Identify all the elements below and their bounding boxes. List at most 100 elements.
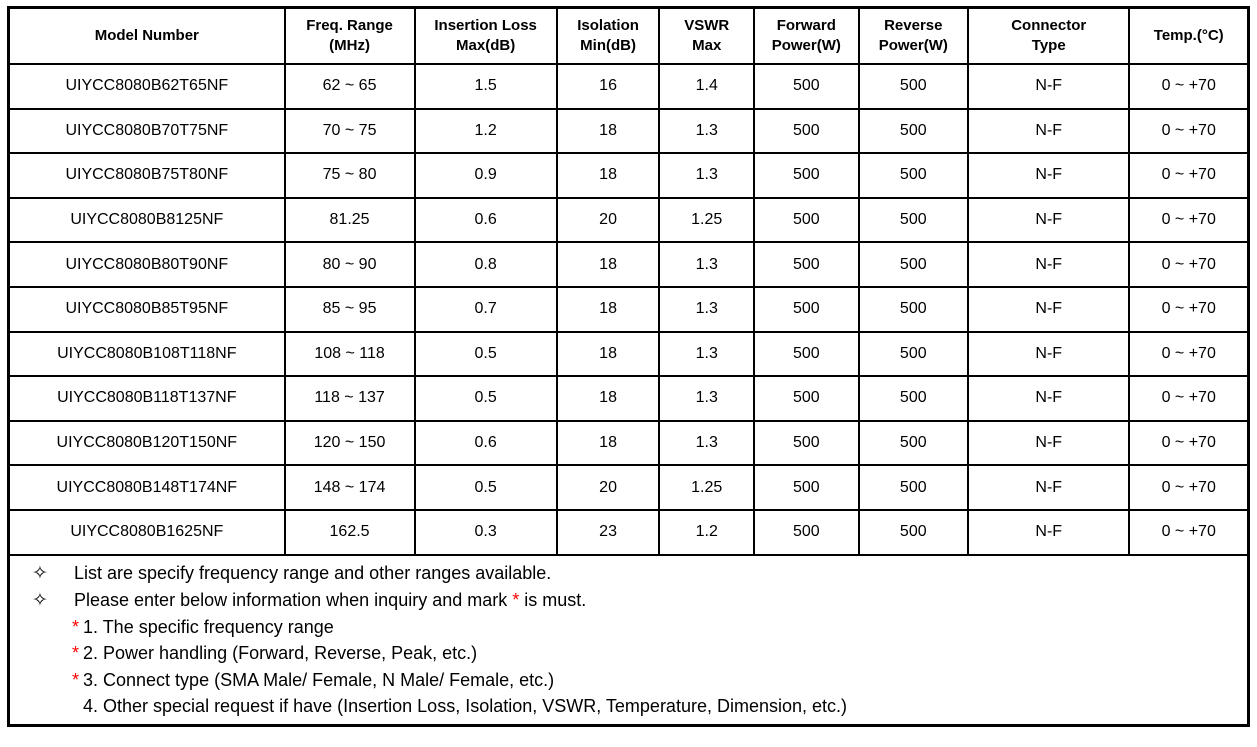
table-header: Model Number Freq. Range (MHz) Insertion L… — [10, 9, 1247, 65]
table-cell: 18 — [555, 107, 661, 155]
table-row: UIYCC8080B1625NF 162.5 0.3 23 1.2 500 500 N-F 0 … — [10, 508, 1247, 556]
note-item-line: 4. Other special request if have (Insert… — [10, 693, 1239, 719]
required-star: * — [512, 589, 520, 610]
column-header: Freq. Range (MHz) — [283, 9, 416, 65]
note-text: Please enter below information when inqu… — [74, 589, 513, 610]
table-cell: 0 ~ +70 — [1128, 241, 1247, 288]
datasheet-panel: Model Number Freq. Range (MHz) Insertion L… — [7, 6, 1250, 728]
table-cell: 0 ~ +70 — [1128, 196, 1247, 244]
table-row: UIYCC8080B62T65NF 62 ~ 65 1.5 16 1.4 500 500 N-… — [10, 63, 1247, 110]
table-cell: 0 ~ +70 — [1128, 375, 1247, 422]
table-cell: 0.7 — [413, 285, 558, 333]
column-header: Insertion Loss Max(dB) — [413, 9, 558, 65]
table-cell: N-F — [967, 152, 1131, 199]
table-cell: 0.5 — [413, 464, 558, 511]
table-cell: 500 — [857, 464, 970, 511]
table-cell: 500 — [753, 152, 860, 199]
table-cell: 108 ~ 118 — [283, 330, 416, 378]
table-row: UIYCC8080B85T95NF 85 ~ 95 0.7 18 1.3 500 500 N-… — [10, 285, 1247, 333]
spec-table: Model Number Freq. Range (MHz) Insertion L… — [10, 9, 1247, 556]
table-cell: 500 — [753, 241, 860, 288]
note-bullet-line: ✧ Please enter below information when inq… — [10, 587, 1239, 614]
note-item-line: * 2. Power handling (Forward, Reverse, Pe… — [10, 640, 1239, 666]
table-cell: 1.25 — [658, 196, 756, 244]
table-cell: 500 — [857, 375, 970, 422]
table-cell: 1.25 — [658, 464, 756, 511]
table-cell: 1.3 — [658, 330, 756, 378]
note-text: 1. The specific frequency range — [83, 617, 334, 638]
table-cell: N-F — [967, 375, 1131, 422]
table-cell: 18 — [555, 285, 661, 333]
column-header: Model Number — [10, 9, 286, 65]
table-cell: 500 — [857, 508, 970, 556]
table-cell: 0.9 — [413, 152, 558, 199]
table-cell: 500 — [753, 330, 860, 378]
table-cell: 85 ~ 95 — [283, 285, 416, 333]
table-cell: UIYCC8080B80T90NF — [10, 241, 286, 288]
table-row: UIYCC8080B70T75NF 70 ~ 75 1.2 18 1.3 500 500 N-… — [10, 107, 1247, 155]
table-cell: 500 — [753, 63, 860, 110]
table-cell: 148 ~ 174 — [283, 464, 416, 511]
table-cell: N-F — [967, 508, 1131, 556]
table-row: UIYCC8080B148T174NF 148 ~ 174 0.5 20 1.25 500… — [10, 464, 1247, 511]
table-cell: 0 ~ +70 — [1128, 63, 1247, 110]
table-cell: 1.3 — [658, 375, 756, 422]
required-star: * — [72, 617, 80, 638]
required-star: * — [72, 643, 80, 664]
column-header: Isolation Min(dB) — [555, 9, 661, 65]
table-cell: 0 ~ +70 — [1128, 508, 1247, 556]
table-cell: N-F — [967, 419, 1131, 467]
table-row: UIYCC8080B80T90NF 80 ~ 90 0.8 18 1.3 500 500 N-… — [10, 241, 1247, 288]
table-cell: 162.5 — [283, 508, 416, 556]
table-cell: 500 — [753, 107, 860, 155]
table-cell: 62 ~ 65 — [283, 63, 416, 110]
column-header: Reverse Power(W) — [857, 9, 970, 65]
table-cell: 0 ~ +70 — [1128, 330, 1247, 378]
table-cell: 18 — [555, 419, 661, 467]
column-header: Temp.(°C) — [1128, 9, 1247, 65]
table-cell: 1.3 — [658, 152, 756, 199]
table-cell: 1.5 — [413, 63, 558, 110]
note-text: 4. Other special request if have (Insert… — [83, 696, 848, 717]
table-cell: UIYCC8080B108T118NF — [10, 330, 286, 378]
table-cell: 1.3 — [658, 241, 756, 288]
table-cell: 500 — [857, 63, 970, 110]
table-cell: N-F — [967, 330, 1131, 378]
diamond-bullet-icon: ✧ — [32, 562, 48, 584]
table-cell: 500 — [857, 196, 970, 244]
note-text: 2. Power handling (Forward, Reverse, Pea… — [83, 643, 478, 664]
table-cell: 0 ~ +70 — [1128, 152, 1247, 199]
table-cell: 0 ~ +70 — [1128, 285, 1247, 333]
table-cell: 0.8 — [413, 241, 558, 288]
table-cell: 75 ~ 80 — [283, 152, 416, 199]
table-header-row: Model Number Freq. Range (MHz) Insertion L… — [10, 9, 1247, 65]
table-cell: UIYCC8080B148T174NF — [10, 464, 286, 511]
table-cell: 500 — [753, 508, 860, 556]
table-cell: 500 — [753, 419, 860, 467]
table-cell: 0.6 — [413, 196, 558, 244]
table-cell: 1.2 — [413, 107, 558, 155]
table-cell: 500 — [753, 196, 860, 244]
table-cell: 500 — [857, 419, 970, 467]
table-cell: N-F — [967, 241, 1131, 288]
table-cell: UIYCC8080B62T65NF — [10, 63, 286, 110]
table-cell: 500 — [857, 152, 970, 199]
note-item-line: * 3. Connect type (SMA Male/ Female, N Ma… — [10, 667, 1239, 693]
table-cell: UIYCC8080B70T75NF — [10, 107, 286, 155]
table-cell: 1.3 — [658, 285, 756, 333]
column-header: VSWR Max — [658, 9, 756, 65]
table-cell: 23 — [555, 508, 661, 556]
table-cell: 18 — [555, 152, 661, 199]
note-text: is must. — [519, 589, 587, 610]
notes: ✧ List are specify frequency range and ot… — [10, 556, 1247, 725]
table-cell: 500 — [857, 285, 970, 333]
table-row: UIYCC8080B75T80NF 75 ~ 80 0.9 18 1.3 500 500 N-… — [10, 152, 1247, 199]
table-cell: N-F — [967, 63, 1131, 110]
table-cell: UIYCC8080B85T95NF — [10, 285, 286, 333]
required-star: * — [72, 669, 80, 690]
table-cell: 20 — [555, 196, 661, 244]
table-body: UIYCC8080B62T65NF 62 ~ 65 1.5 16 1.4 500 500 N-… — [10, 63, 1247, 556]
table-cell: 120 ~ 150 — [283, 419, 416, 467]
diamond-bullet-icon: ✧ — [32, 589, 48, 611]
